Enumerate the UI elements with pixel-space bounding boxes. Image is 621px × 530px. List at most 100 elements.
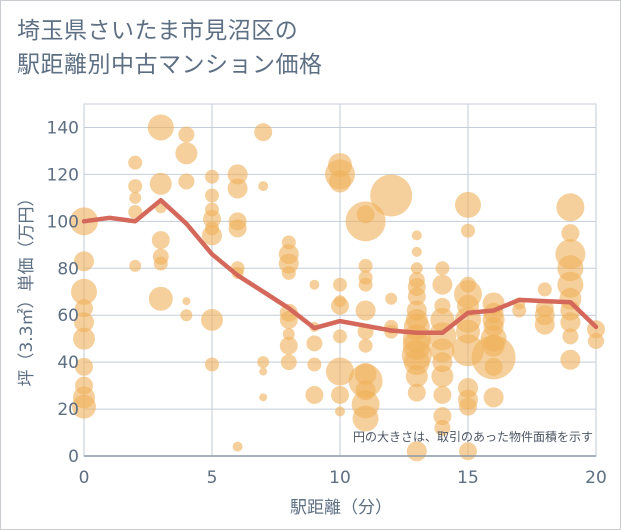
bubble-point [562, 328, 579, 345]
bubble-point [282, 327, 295, 340]
bubble-point [352, 405, 379, 432]
bubble-point [358, 258, 373, 273]
bubble-point [182, 297, 191, 306]
y-tick-label: 120 [47, 165, 79, 185]
bubble-point [279, 310, 298, 329]
bubble-point [534, 314, 555, 335]
bubble-point [149, 172, 172, 195]
x-axis-title: 駅距離（分） [290, 498, 392, 518]
bubble-point [259, 367, 268, 376]
y-axis-title: 坪（3.3㎡）単価（万円） [17, 189, 37, 386]
bubble-point [335, 406, 345, 417]
bubble-point [75, 299, 93, 318]
x-tick-label: 0 [79, 468, 90, 488]
y-tick-label: 100 [47, 212, 79, 232]
x-tick-label: 15 [457, 468, 479, 488]
bubble-point [205, 188, 219, 203]
bubble-point [411, 230, 422, 241]
bubble-point [483, 387, 504, 408]
bubble-point [355, 300, 376, 321]
bubble-point [333, 329, 347, 344]
bubble-point [435, 261, 450, 276]
bubble-point [333, 277, 347, 292]
bubble-point [561, 224, 580, 243]
bubble-point [279, 336, 298, 355]
bubble-point [129, 259, 142, 272]
bubble-point [75, 357, 93, 376]
bubble-point [73, 327, 95, 350]
bubble-point [201, 308, 223, 331]
bubble-point [385, 292, 398, 305]
bubble-point [556, 193, 585, 222]
y-tick-label: 0 [68, 447, 79, 467]
bubble-point [431, 365, 454, 388]
bubble-point [358, 277, 373, 292]
bubble-point [232, 441, 243, 452]
bubble-point [512, 303, 527, 318]
axes: 0 5 10 15 20 0 20 40 60 80 100 120 140 [47, 118, 607, 488]
bubble-point [128, 204, 143, 219]
bubble-point [147, 114, 174, 141]
bubble-point [407, 383, 426, 402]
bubble-point [560, 312, 581, 333]
bubble-point [537, 282, 552, 297]
bubble-point [128, 179, 143, 194]
y-tick-label: 20 [57, 400, 79, 420]
bubble-point [72, 394, 96, 419]
bubble-point [281, 265, 296, 280]
bubble-point [331, 296, 349, 315]
y-tick-label: 40 [57, 353, 79, 373]
bubble-point [459, 442, 477, 461]
bubble-point [432, 274, 453, 295]
bubble-point [331, 385, 349, 404]
bubble-point [305, 385, 324, 404]
bubble-point [280, 354, 297, 371]
bubble-point [410, 262, 423, 275]
bubble-point [370, 174, 413, 217]
bubble-point [459, 397, 477, 416]
bubble-point [411, 246, 422, 257]
bubble-point [227, 178, 248, 199]
bubble-point [254, 123, 273, 142]
bubble-point [153, 256, 168, 271]
y-tick-label: 80 [57, 259, 79, 279]
bubble-point [433, 385, 452, 404]
trend-line-layer [81, 197, 599, 336]
bubble-point [461, 223, 475, 238]
bubble-point [433, 407, 452, 426]
bubble-point [329, 170, 351, 193]
bubble-point [326, 357, 354, 386]
bubble-point [71, 278, 97, 305]
bubble-point [405, 365, 428, 388]
bubble-point [180, 309, 193, 322]
x-tick-label: 10 [329, 468, 351, 488]
chart-title-line2: 駅距離別中古マンション価格 [17, 52, 323, 78]
bubble-point [151, 231, 170, 250]
bubble-point [471, 335, 516, 380]
bubble-point [407, 287, 426, 306]
bubble-point [434, 419, 451, 436]
bubble-point [148, 286, 173, 311]
bubble-point [484, 357, 503, 376]
bubble-point [227, 164, 248, 185]
size-annotation: 円の大きさは、取引のあった物件面積を示す [353, 429, 593, 444]
bubble-point [175, 142, 198, 165]
bubble-point [178, 173, 195, 190]
bubble-point [202, 225, 222, 246]
chart-title-line1: 埼玉県さいたま市見沼区の [17, 18, 299, 44]
bubble-point [228, 219, 247, 238]
bubble-point [560, 349, 581, 370]
average-price-line [81, 197, 599, 336]
bubble-point [74, 251, 94, 272]
bubble-point [406, 441, 427, 462]
bubble-point [205, 169, 219, 184]
bubble-point [258, 181, 269, 192]
bubble-point [455, 191, 481, 218]
chart-title: 埼玉県さいたま市見沼区の 駅距離別中古マンション価格 [17, 14, 323, 82]
x-tick-label: 5 [207, 468, 218, 488]
bubble-point [588, 333, 604, 350]
bubble-point [307, 357, 322, 372]
bubble-point [74, 312, 94, 333]
bubble-point [358, 338, 373, 353]
